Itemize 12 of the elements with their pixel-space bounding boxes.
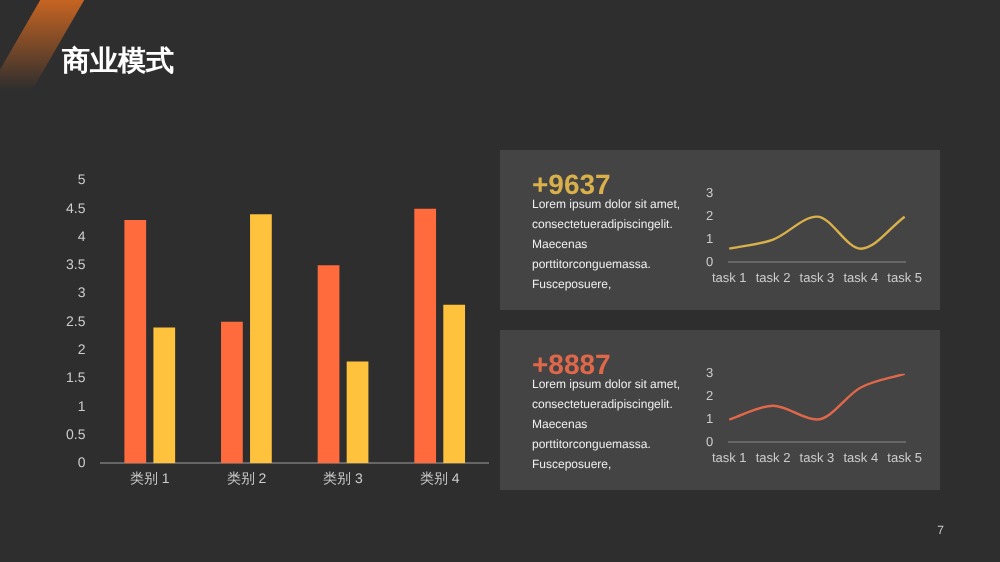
- bar: [153, 327, 176, 464]
- bar: [346, 361, 369, 464]
- bar: [414, 208, 437, 464]
- bar: [124, 219, 147, 464]
- chart-title: +8887: [532, 348, 611, 380]
- chart-title: 商业模式: [62, 44, 174, 80]
- bar: [317, 265, 340, 464]
- bar: [221, 321, 243, 464]
- bar: [250, 214, 272, 464]
- line-series: [728, 373, 906, 421]
- bar: [443, 304, 466, 464]
- chart-title: +9637: [532, 168, 611, 200]
